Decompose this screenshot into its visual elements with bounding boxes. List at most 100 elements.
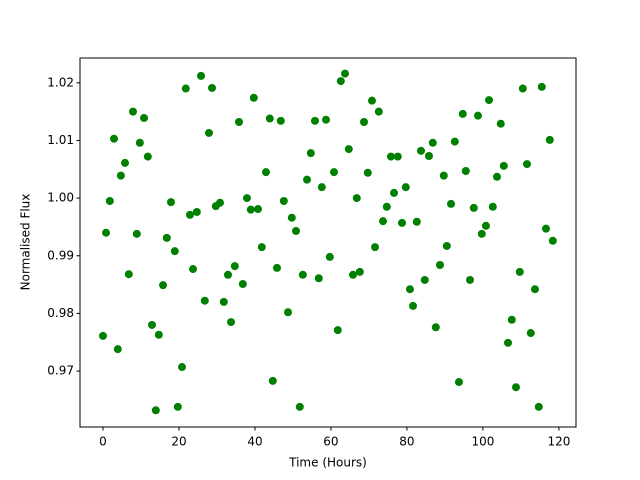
point [322, 115, 331, 124]
point [249, 93, 258, 102]
point [473, 111, 482, 120]
point [284, 308, 293, 317]
point [257, 243, 266, 252]
point [545, 135, 554, 144]
point [515, 267, 524, 276]
y-axis-label: Normalised Flux [19, 194, 33, 291]
point [189, 265, 198, 274]
point [503, 338, 512, 347]
point [465, 275, 474, 284]
point [344, 145, 353, 154]
point [431, 323, 440, 332]
point [116, 171, 125, 180]
point [276, 116, 285, 125]
point [386, 152, 395, 161]
point [481, 221, 490, 230]
point [170, 247, 179, 256]
point [484, 96, 493, 105]
point [420, 275, 429, 284]
point [121, 158, 130, 167]
point [216, 198, 225, 207]
point [374, 107, 383, 116]
point [518, 84, 527, 93]
point [522, 160, 531, 169]
point [341, 69, 350, 78]
point [412, 217, 421, 226]
point [102, 228, 111, 237]
point [261, 168, 270, 177]
y-tick-label: 1.02 [47, 75, 74, 89]
x-tick-label: 20 [171, 435, 186, 449]
point [253, 205, 262, 214]
point [113, 345, 122, 354]
point [204, 128, 213, 137]
point [166, 198, 175, 207]
point [507, 315, 516, 324]
point [442, 241, 451, 250]
point [265, 114, 274, 123]
point [200, 296, 209, 305]
point [477, 229, 486, 238]
point [105, 196, 114, 205]
point [382, 202, 391, 211]
point [173, 402, 182, 411]
point [548, 236, 557, 245]
x-tick-label: 40 [247, 435, 262, 449]
point [219, 297, 228, 306]
point [526, 329, 535, 338]
x-axis-label: Time (Hours) [288, 456, 367, 470]
y-tick-label: 1.01 [47, 133, 74, 147]
point [246, 205, 255, 214]
point [363, 168, 372, 177]
point [291, 226, 300, 235]
point [416, 146, 425, 155]
point [181, 84, 190, 93]
point [435, 260, 444, 269]
point [333, 326, 342, 335]
point [129, 107, 138, 116]
point [378, 217, 387, 226]
point [537, 82, 546, 91]
point [235, 117, 244, 126]
point [534, 402, 543, 411]
point [98, 331, 107, 340]
point [511, 383, 520, 392]
x-tick-label: 120 [547, 435, 570, 449]
x-tick-label: 60 [323, 435, 338, 449]
point [401, 183, 410, 192]
point [143, 152, 152, 161]
point [496, 119, 505, 128]
point [367, 96, 376, 105]
point [458, 109, 467, 118]
y-tick-label: 0.99 [47, 248, 74, 262]
plot-frame [79, 57, 577, 428]
point [295, 402, 304, 411]
point [424, 152, 433, 161]
point [279, 196, 288, 205]
point [355, 267, 364, 276]
point [124, 270, 133, 279]
point [336, 77, 345, 86]
point [447, 199, 456, 208]
point [303, 175, 312, 184]
point [530, 285, 539, 294]
point [492, 172, 501, 181]
x-tick-label: 100 [471, 435, 494, 449]
point [197, 71, 206, 80]
point [178, 363, 187, 372]
y-tick-label: 0.97 [47, 364, 74, 378]
point [329, 168, 338, 177]
point [390, 188, 399, 197]
point [499, 161, 508, 170]
point [314, 274, 323, 283]
point [192, 207, 201, 216]
x-tick-label: 80 [399, 435, 414, 449]
point [428, 138, 437, 147]
point [162, 233, 171, 242]
point [439, 171, 448, 180]
point [223, 270, 232, 279]
point [409, 301, 418, 310]
